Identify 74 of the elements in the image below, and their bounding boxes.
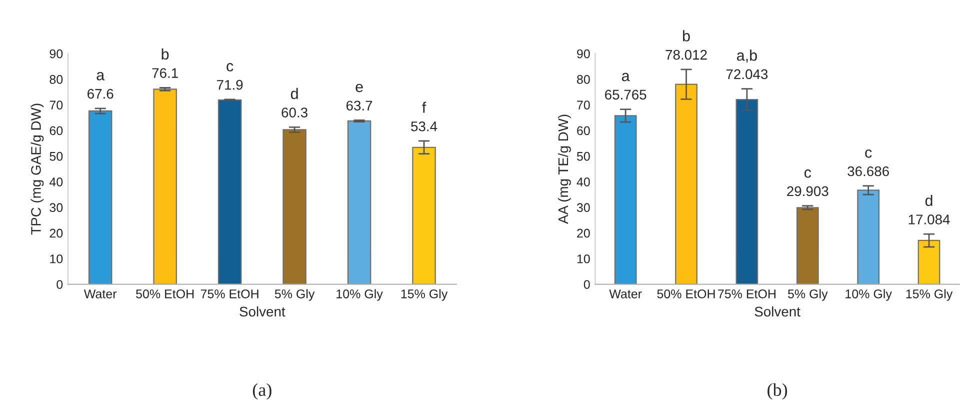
y-tick-label: 60 [577, 126, 590, 136]
y-tick-label: 50 [50, 152, 63, 161]
y-tick-label: 0 [584, 280, 590, 289]
data-label: 53.4 [411, 121, 438, 132]
annotation: c [226, 63, 234, 72]
x-tick-label: 50% EtOH [136, 289, 194, 298]
y-tick-label: 30 [50, 203, 63, 212]
bar [796, 207, 819, 284]
x-tick-label: 5% Gly [788, 289, 828, 301]
x-tick-label: 75% EtOH [718, 289, 776, 298]
data-label: 29.903 [787, 186, 828, 196]
annotation: e [356, 84, 363, 92]
x-axis-title: Solvent [240, 306, 286, 317]
bar [736, 99, 758, 284]
annotation: c [804, 169, 812, 178]
annotation: d [290, 88, 298, 100]
data-label: 17.084 [908, 214, 950, 224]
y-tick-label: 90 [50, 49, 63, 58]
y-tick-label: 10 [50, 254, 63, 264]
bar [857, 190, 880, 284]
annotation: f [422, 102, 426, 113]
annotation: a,b [736, 50, 757, 63]
y-tick-label: 90 [577, 49, 590, 58]
y-tick-label: 30 [576, 203, 590, 212]
data-label: 67.6 [88, 88, 114, 99]
annotation: c [865, 149, 872, 158]
y-tick-label: 20 [577, 228, 590, 238]
annotation: d [925, 194, 932, 206]
annotation: a [96, 72, 105, 80]
y-tick-label: 10 [577, 254, 590, 264]
bar [675, 84, 698, 284]
bar [153, 88, 177, 284]
x-axis-title: Solvent [754, 306, 800, 317]
y-tick-label: 0 [56, 280, 63, 289]
bar [282, 129, 306, 284]
y-axis-title: AA (mg TE/g DW) [558, 114, 571, 224]
bar [218, 99, 242, 284]
data-label: 60.3 [282, 108, 308, 118]
x-tick-label: 50% EtOH [657, 289, 715, 298]
y-tick-label: 60 [50, 126, 63, 136]
text: (b) [768, 383, 788, 400]
data-label: 71.9 [217, 80, 243, 90]
data-label: 76.1 [152, 68, 178, 78]
bar [412, 146, 436, 284]
data-label: 63.7 [346, 100, 372, 111]
bar [614, 115, 637, 284]
y-tick-label: 70 [577, 100, 590, 110]
y-tick-label: 50 [576, 152, 590, 161]
y-tick-label: 80 [577, 74, 590, 84]
y-tick-label: 80 [50, 74, 63, 84]
x-tick-label: Water [84, 290, 117, 298]
x-tick-label: 15% Gly [906, 289, 953, 301]
data-label: 72.043 [726, 69, 768, 80]
annotation: b [682, 30, 690, 42]
x-tick-label: 15% Gly [401, 289, 448, 301]
annotation: b [162, 48, 169, 60]
data-label: 36.686 [848, 166, 889, 176]
y-tick-label: 70 [50, 100, 63, 110]
x-tick-label: 75% EtOH [200, 289, 258, 298]
text: (a) [252, 383, 272, 400]
data-label: 65.765 [605, 90, 646, 100]
x-tick-label: 10% Gly [846, 289, 892, 301]
bar [88, 110, 112, 284]
y-tick-label: 40 [576, 178, 590, 186]
x-tick-label: 10% Gly [336, 289, 383, 301]
y-tick-label: 40 [49, 178, 63, 186]
y-tick-label: 20 [50, 228, 63, 238]
bar [347, 120, 372, 284]
x-tick-label: 5% Gly [274, 289, 315, 301]
x-tick-label: Water [609, 290, 642, 298]
bar [918, 240, 940, 284]
annotation: a [622, 72, 630, 82]
data-label: 78.012 [666, 50, 707, 60]
y-axis-title: TPC (mg GAE/g DW) [30, 104, 44, 235]
